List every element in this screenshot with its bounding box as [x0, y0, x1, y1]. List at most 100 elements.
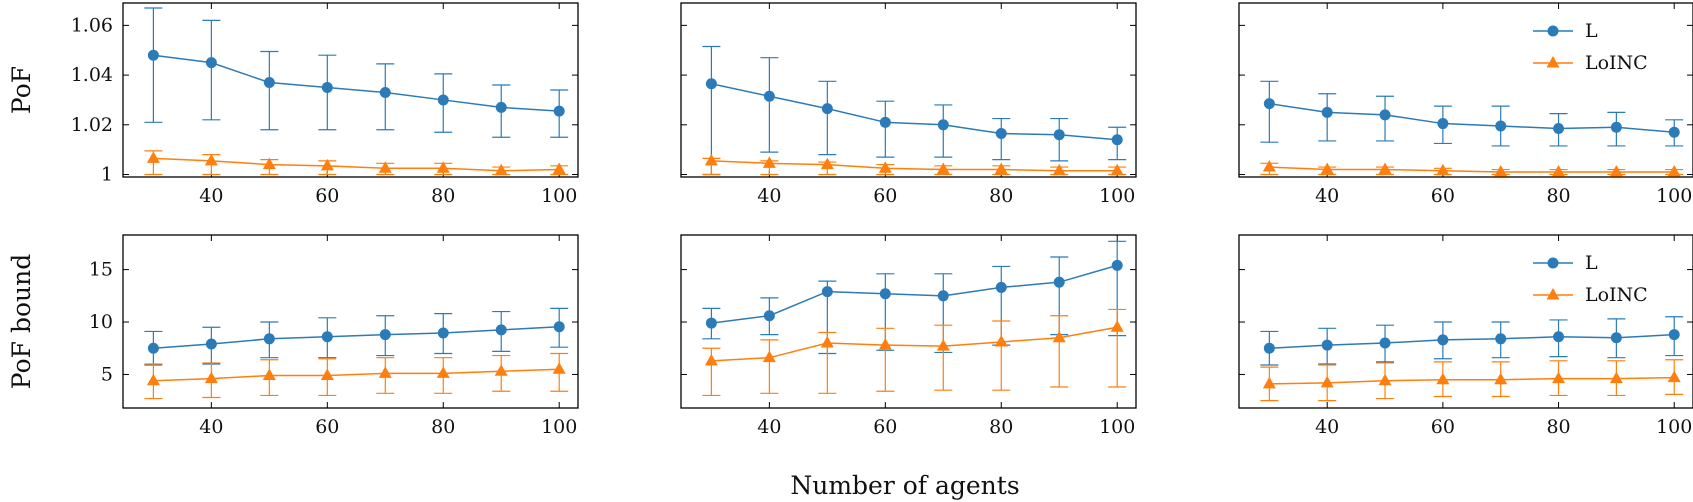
y-axis-label: PoF bound: [7, 254, 36, 389]
chart-panel-1: 40 60 80 100 1 1.02 1.04 1.06 PoF: [7, 2, 579, 207]
data-point: [553, 105, 565, 117]
data-point: [1495, 120, 1507, 132]
x-tick-label: 60: [1431, 185, 1455, 207]
data-point: [1263, 342, 1275, 354]
data-point: [1111, 134, 1123, 146]
series-line: [153, 325, 560, 349]
series-loinc: [1260, 359, 1684, 402]
data-point: [262, 368, 276, 380]
legend-label: LoINC: [1585, 52, 1648, 74]
data-point: [821, 286, 833, 298]
data-point: [552, 362, 566, 374]
data-point: [321, 82, 333, 94]
series-line: [711, 326, 1118, 362]
x-tick-label: 60: [315, 185, 339, 207]
series-loinc: [702, 153, 1127, 176]
series-loinc: [144, 352, 569, 400]
series-l: [144, 7, 569, 138]
x-tick-label: 40: [199, 185, 223, 207]
plot-frame: [1238, 2, 1693, 178]
x-tick-label: 80: [431, 185, 455, 207]
series-line: [711, 160, 1118, 172]
data-point: [147, 342, 159, 354]
data-point: [1378, 162, 1392, 175]
series-line: [1269, 333, 1675, 349]
data-point: [1610, 121, 1622, 133]
data-point: [205, 57, 217, 69]
y-tick-label: 10: [89, 311, 113, 333]
chart-panel-4: 40 60 80 100 5 10 15 PoF bound: [7, 234, 579, 438]
data-point: [879, 116, 891, 128]
series-line: [711, 264, 1118, 324]
x-tick-label: 40: [757, 185, 781, 207]
x-tick-label: 100: [541, 416, 577, 438]
data-point: [1262, 376, 1276, 389]
series-loinc: [702, 308, 1127, 397]
x-tick-label: 80: [989, 185, 1013, 207]
series-l: [144, 307, 569, 366]
x-tick-label: 60: [1431, 416, 1455, 438]
plot-frame: [680, 234, 1137, 409]
data-point: [1321, 106, 1333, 118]
data-point: [1052, 330, 1066, 343]
data-point: [1494, 372, 1508, 385]
data-point: [1553, 331, 1565, 343]
data-point: [1668, 329, 1680, 341]
chart-panel-6: 40 60 80 100 L LoINC: [1238, 234, 1693, 438]
legend-marker: [1547, 257, 1559, 269]
data-point: [204, 371, 218, 384]
data-point: [494, 364, 508, 376]
series-line: [153, 368, 560, 382]
x-tick-label: 60: [873, 185, 897, 207]
y-tick-label: 5: [101, 363, 113, 385]
series-line: [711, 83, 1118, 141]
data-point: [820, 157, 834, 170]
data-point: [704, 153, 718, 166]
plot-frame: [1238, 234, 1693, 409]
x-tick-label: 40: [757, 416, 781, 438]
data-point: [263, 333, 275, 345]
data-point: [1436, 163, 1450, 176]
data-point: [937, 119, 949, 131]
data-point: [762, 350, 776, 363]
data-point: [995, 281, 1007, 293]
data-point: [821, 103, 833, 115]
data-point: [1378, 373, 1392, 386]
legend-marker: [1546, 288, 1560, 300]
legend-label: L: [1585, 20, 1598, 42]
data-point: [1552, 165, 1566, 177]
y-tick-label: 1.04: [71, 64, 113, 86]
legend: L LoINC: [1533, 252, 1648, 306]
legend-marker: [1547, 25, 1559, 37]
chart-panel-3: 40 60 80 100 L LoINC: [1238, 2, 1693, 207]
data-point: [1263, 98, 1275, 110]
series-loinc: [1260, 160, 1684, 177]
data-point: [204, 153, 218, 166]
data-point: [936, 162, 950, 175]
data-point: [995, 128, 1007, 139]
x-tick-label: 80: [1546, 185, 1570, 207]
data-point: [1552, 371, 1566, 384]
series-line: [1269, 166, 1675, 173]
data-point: [763, 310, 775, 322]
data-point: [205, 338, 217, 350]
data-point: [379, 86, 391, 98]
x-tick-label: 100: [541, 185, 577, 207]
data-point: [553, 321, 565, 333]
series-line: [153, 54, 560, 112]
data-point: [1609, 371, 1623, 384]
x-tick-label: 100: [1099, 416, 1135, 438]
y-axis-label: PoF: [7, 66, 36, 114]
series-l: [1260, 316, 1684, 366]
data-point: [147, 49, 159, 61]
x-tick-label: 80: [989, 416, 1013, 438]
data-point: [262, 157, 276, 170]
data-point: [705, 78, 717, 90]
data-point: [1320, 375, 1334, 388]
data-point: [320, 368, 334, 380]
series-loinc: [144, 150, 569, 176]
x-tick-label: 60: [315, 416, 339, 438]
data-point: [937, 290, 949, 302]
x-tick-label: 100: [1099, 185, 1135, 207]
